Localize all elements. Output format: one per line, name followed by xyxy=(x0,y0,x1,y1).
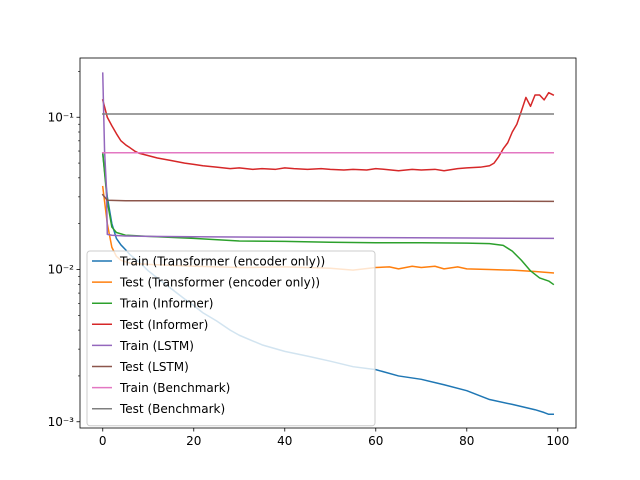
legend-label: Train (LSTM) xyxy=(119,339,194,353)
legend-label: Test (Benchmark) xyxy=(119,402,225,416)
x-tick-label: 60 xyxy=(368,434,383,448)
y-tick-label: 10⁻³ xyxy=(48,415,75,429)
y-tick-label: 10⁻² xyxy=(48,263,75,277)
legend: Train (Transformer (encoder only)) Test (… xyxy=(86,250,376,427)
legend-label: Test (LSTM) xyxy=(119,360,189,374)
y-axis: 10⁻³ 10⁻² 10⁻¹ xyxy=(48,71,80,429)
x-tick-label: 20 xyxy=(186,434,201,448)
series-line-4 xyxy=(101,72,555,240)
legend-label: Train (Informer) xyxy=(119,297,213,311)
series-line-2 xyxy=(101,152,555,286)
legend-label: Train (Transformer (encoder only)) xyxy=(119,255,325,269)
x-tick-label: 80 xyxy=(459,434,474,448)
y-tick-label: 10⁻¹ xyxy=(48,110,75,124)
x-tick-label: 40 xyxy=(277,434,292,448)
x-tick-label: 100 xyxy=(546,434,569,448)
series-line-5 xyxy=(101,193,555,203)
x-tick-label: 0 xyxy=(99,434,107,448)
legend-label: Test (Informer) xyxy=(119,318,208,332)
legend-label: Test (Transformer (encoder only)) xyxy=(119,276,320,290)
legend-box xyxy=(86,250,376,427)
axes-frame xyxy=(79,57,577,429)
x-axis: 0 20 40 60 80 100 xyxy=(99,428,569,448)
legend-label: Train (Benchmark) xyxy=(119,381,230,395)
series-line-3 xyxy=(101,91,555,172)
